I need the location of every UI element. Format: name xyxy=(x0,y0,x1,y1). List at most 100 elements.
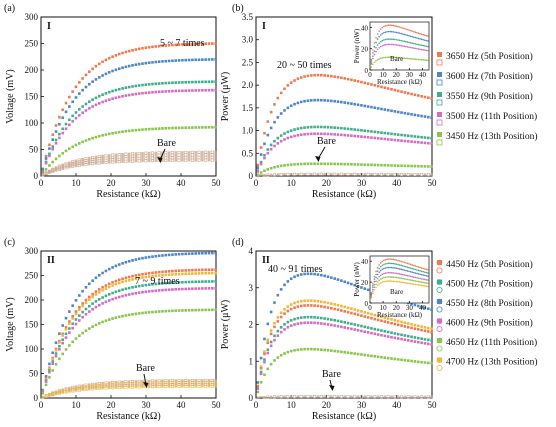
data-point xyxy=(259,173,263,177)
inset-data-point xyxy=(403,265,406,268)
data-point xyxy=(124,260,128,264)
inset-data-point xyxy=(394,276,396,279)
data-point xyxy=(131,274,134,278)
data-point xyxy=(121,288,124,292)
data-point xyxy=(201,251,204,255)
data-point xyxy=(380,315,383,319)
data-point xyxy=(343,127,347,130)
data-point xyxy=(279,173,283,177)
data-point xyxy=(81,315,84,319)
data-point xyxy=(104,99,108,103)
inset-data-point xyxy=(416,276,418,279)
data-point xyxy=(214,158,217,162)
data-point xyxy=(273,103,276,106)
data-point xyxy=(134,274,138,277)
data-point xyxy=(74,159,78,163)
data-point xyxy=(164,126,168,130)
data-point xyxy=(373,130,377,134)
data-point xyxy=(167,43,171,47)
data-point xyxy=(167,81,171,85)
data-point xyxy=(296,127,300,131)
data-point xyxy=(147,159,151,163)
data-point xyxy=(167,126,171,130)
data-point xyxy=(64,122,68,126)
data-point xyxy=(289,163,293,166)
data-point xyxy=(330,74,333,78)
data-point xyxy=(303,133,306,136)
inset-data-point xyxy=(416,283,418,286)
data-point xyxy=(88,82,91,86)
data-point xyxy=(78,81,81,84)
data-point xyxy=(124,380,128,384)
data-point xyxy=(207,287,211,290)
data-point xyxy=(319,125,323,129)
data-point xyxy=(279,311,283,315)
inset-data-point xyxy=(372,49,374,51)
data-point xyxy=(68,162,71,166)
data-point xyxy=(289,319,293,322)
data-point xyxy=(117,263,121,266)
data-point xyxy=(144,275,148,279)
data-point xyxy=(319,162,323,166)
data-point xyxy=(184,309,188,312)
data-point xyxy=(141,83,144,87)
data-point xyxy=(427,115,430,119)
data-point xyxy=(151,127,154,131)
data-point xyxy=(210,155,214,159)
data-point xyxy=(127,383,131,387)
data-point xyxy=(380,319,383,323)
data-point xyxy=(187,42,191,46)
data-point xyxy=(170,379,174,383)
data-point xyxy=(114,282,118,286)
data-point xyxy=(114,131,118,134)
inset-data-point xyxy=(405,278,407,280)
data-point xyxy=(380,107,383,111)
data-point xyxy=(51,362,55,366)
panel-b: (b)0 10 20 30 40 5000.51.01.52.02.53.03.5Resi… xyxy=(220,3,538,200)
inset-data-point xyxy=(400,26,403,29)
data-point xyxy=(197,287,201,290)
data-point xyxy=(164,59,168,63)
legend-label: 4650 Hz (11th Position) xyxy=(446,337,537,348)
data-point xyxy=(164,151,168,155)
data-point xyxy=(376,84,380,88)
data-point xyxy=(74,162,78,166)
data-point xyxy=(170,158,174,162)
data-point xyxy=(319,316,323,320)
data-point xyxy=(383,86,387,90)
data-point xyxy=(78,108,81,111)
data-point xyxy=(167,385,171,388)
data-point xyxy=(266,395,270,399)
inset-data-point xyxy=(412,279,415,282)
data-point xyxy=(423,326,427,329)
data-point xyxy=(214,150,217,154)
series-4 xyxy=(41,286,217,394)
data-point xyxy=(81,331,84,335)
data-point xyxy=(157,151,161,155)
data-point xyxy=(296,300,300,304)
data-point xyxy=(330,323,333,327)
data-point xyxy=(91,162,95,166)
data-point xyxy=(54,341,58,344)
inset-data-point xyxy=(383,259,385,262)
data-point xyxy=(376,395,380,399)
data-point xyxy=(51,160,55,164)
data-point xyxy=(94,276,98,280)
data-point xyxy=(211,268,214,271)
data-point xyxy=(400,320,403,324)
data-point xyxy=(383,108,387,111)
inset-data-point xyxy=(378,279,380,282)
data-point xyxy=(210,378,214,382)
data-point xyxy=(283,138,286,141)
data-point xyxy=(214,280,217,283)
data-point xyxy=(111,382,115,386)
data-point xyxy=(134,63,138,67)
bare-label: Bare xyxy=(157,138,176,149)
data-point xyxy=(427,307,430,311)
data-point xyxy=(74,299,78,302)
inset-data-point xyxy=(384,263,387,265)
data-point xyxy=(171,89,174,93)
data-point xyxy=(177,59,181,62)
data-point xyxy=(111,384,115,388)
data-point xyxy=(57,390,61,394)
